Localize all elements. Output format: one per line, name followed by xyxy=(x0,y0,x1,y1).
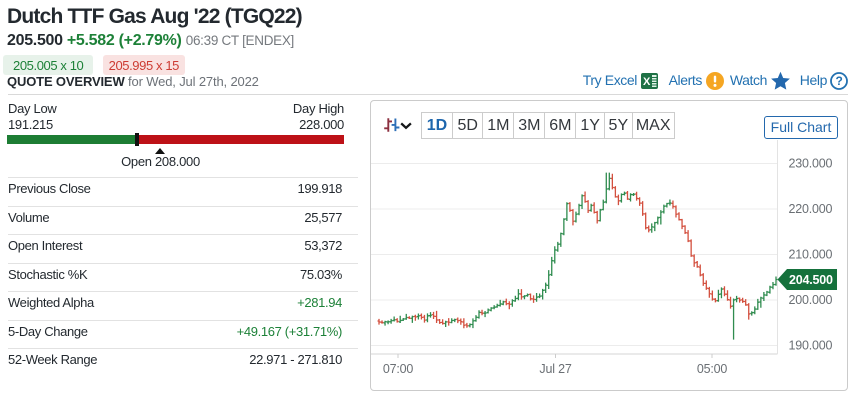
svg-text:X: X xyxy=(643,76,651,88)
svg-text:07:00: 07:00 xyxy=(383,362,414,376)
svg-text:200.000: 200.000 xyxy=(789,293,833,307)
svg-text:?: ? xyxy=(836,74,843,88)
svg-text:05:00: 05:00 xyxy=(697,362,728,376)
svg-text:Jul 27: Jul 27 xyxy=(539,362,571,376)
svg-text:230.000: 230.000 xyxy=(789,157,833,171)
svg-text:190.000: 190.000 xyxy=(789,339,833,353)
svg-text:210.000: 210.000 xyxy=(789,248,833,262)
svg-text:204.500: 204.500 xyxy=(789,273,833,287)
svg-text:220.000: 220.000 xyxy=(789,202,833,216)
